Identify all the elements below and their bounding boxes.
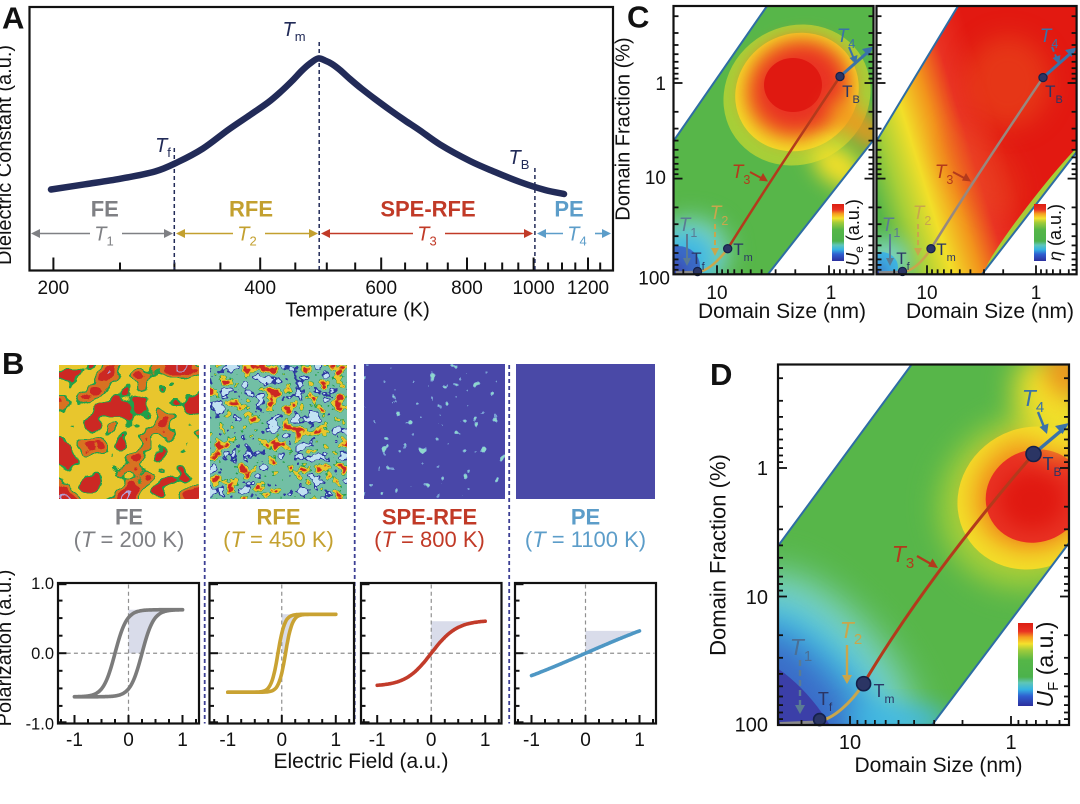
svg-text:(T = 800 K): (T = 800 K): [374, 527, 485, 552]
svg-text:1: 1: [480, 730, 491, 751]
svg-text:10: 10: [706, 283, 727, 304]
svg-text:Dielectric Constant (a.u.): Dielectric Constant (a.u.): [0, 45, 16, 265]
svg-text:A: A: [2, 1, 24, 36]
svg-text:0.0: 0.0: [31, 645, 54, 663]
svg-text:C: C: [627, 0, 649, 35]
svg-text:0: 0: [277, 730, 288, 751]
svg-text:100: 100: [638, 269, 670, 290]
svg-text:1: 1: [826, 283, 837, 304]
svg-text:RFE: RFE: [257, 505, 301, 530]
svg-text:10: 10: [645, 168, 666, 189]
svg-text:200: 200: [38, 278, 70, 299]
svg-text:-1.0: -1.0: [26, 716, 54, 734]
svg-text:0: 0: [580, 730, 591, 751]
svg-text:-1: -1: [523, 730, 540, 751]
svg-text:Tf: Tf: [155, 135, 171, 160]
svg-text:Domain Fraction (%): Domain Fraction (%): [613, 37, 635, 220]
svg-text:1.0: 1.0: [31, 575, 54, 593]
svg-text:-1: -1: [369, 730, 386, 751]
svg-text:UF (a.u.): UF (a.u.): [1032, 622, 1062, 708]
svg-text:PE: PE: [571, 505, 600, 530]
svg-text:RFE: RFE: [229, 197, 273, 222]
svg-text:D: D: [710, 357, 732, 392]
svg-text:10: 10: [916, 283, 937, 304]
svg-text:Temperature (K): Temperature (K): [285, 300, 430, 322]
svg-text:FE: FE: [91, 197, 119, 222]
svg-text:Domain Size (nm): Domain Size (nm): [698, 300, 866, 323]
svg-text:Domain Size (nm): Domain Size (nm): [854, 754, 1022, 777]
svg-text:10: 10: [746, 587, 768, 609]
svg-text:FE: FE: [115, 505, 143, 530]
svg-text:Electric Field (a.u.): Electric Field (a.u.): [273, 750, 448, 773]
svg-text:Domain Fraction (%): Domain Fraction (%): [705, 454, 730, 656]
svg-text:1: 1: [1005, 732, 1016, 754]
svg-text:1: 1: [757, 458, 768, 480]
svg-text:1: 1: [655, 74, 666, 95]
svg-text:800: 800: [451, 278, 483, 299]
svg-text:1000: 1000: [512, 278, 554, 299]
svg-text:1200: 1200: [567, 278, 609, 299]
svg-text:-1: -1: [66, 730, 83, 751]
svg-text:Domain Size (nm): Domain Size (nm): [906, 300, 1074, 323]
svg-text:Ue (a.u.): Ue (a.u.): [843, 199, 866, 266]
svg-text:(T = 1100 K): (T = 1100 K): [525, 527, 646, 552]
svg-text:1: 1: [177, 730, 188, 751]
svg-text:0: 0: [123, 730, 134, 751]
svg-text:-1: -1: [219, 730, 236, 751]
svg-text:η (a.u.): η (a.u.): [1045, 204, 1065, 261]
svg-text:1: 1: [634, 730, 645, 751]
svg-text:PE: PE: [554, 197, 583, 222]
svg-text:1: 1: [1031, 283, 1042, 304]
svg-text:1: 1: [331, 730, 342, 751]
svg-text:B: B: [2, 346, 24, 381]
svg-text:SPE-RFE: SPE-RFE: [382, 505, 477, 530]
svg-text:(T = 200 K): (T = 200 K): [74, 527, 185, 552]
svg-text:100: 100: [735, 715, 768, 737]
svg-text:600: 600: [365, 278, 397, 299]
svg-text:SPE-RFE: SPE-RFE: [380, 197, 475, 222]
svg-text:(T = 450 K): (T = 450 K): [223, 527, 334, 552]
svg-text:400: 400: [244, 278, 276, 299]
svg-text:Polarization (a.u.): Polarization (a.u.): [0, 570, 16, 727]
svg-text:10: 10: [839, 732, 861, 754]
svg-text:0: 0: [426, 730, 437, 751]
